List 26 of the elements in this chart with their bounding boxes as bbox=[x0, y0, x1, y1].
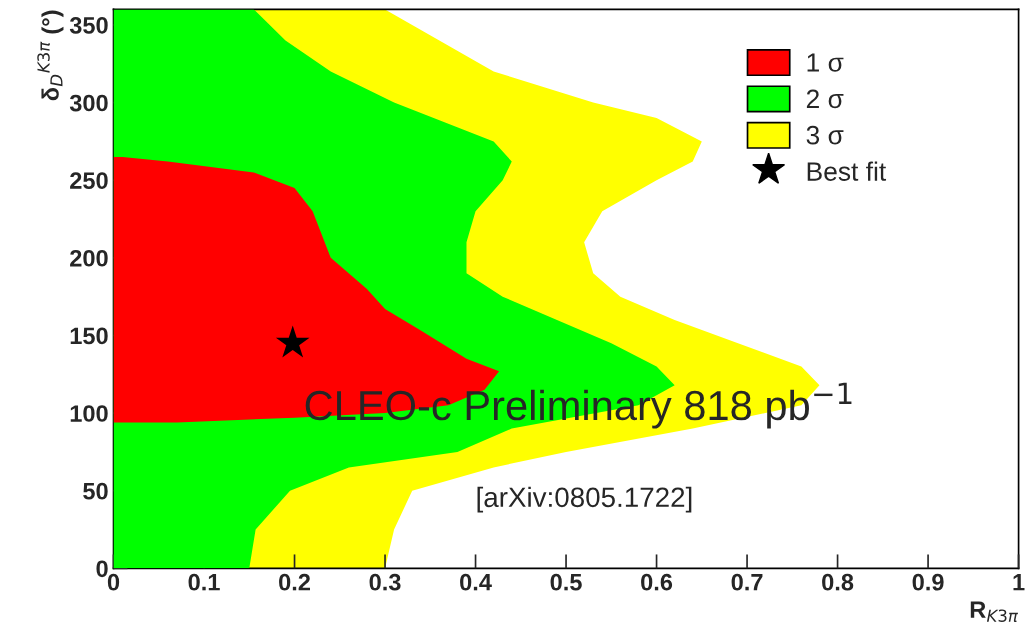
x-tick-label: 0.6 bbox=[641, 573, 673, 591]
y-tick-label: 100 bbox=[70, 405, 108, 422]
y-tick-label: 250 bbox=[70, 172, 108, 189]
annotation: [arXiv:0805.1722] bbox=[477, 486, 692, 513]
legend-label: 1 σ bbox=[807, 53, 844, 72]
legend-label: Best fit bbox=[807, 161, 887, 181]
x-tick-label: 0.9 bbox=[912, 573, 944, 591]
x-tick-label: 0.2 bbox=[279, 573, 310, 591]
x-tick-label: 0.8 bbox=[822, 573, 854, 591]
y-axis-title: δ$_{D}$$^{K3π}$ (°) bbox=[37, 10, 64, 101]
legend-label: 2 σ bbox=[806, 89, 844, 109]
x-tick-label: 0.5 bbox=[550, 573, 582, 591]
y-tick-label: 350 bbox=[69, 17, 108, 34]
x-tick-label: 0.1 bbox=[188, 573, 220, 591]
x-axis-title: R$_{K3π}$ bbox=[970, 601, 1019, 623]
legend-label: 3 σ bbox=[806, 125, 844, 145]
y-tick-label: 0 bbox=[96, 560, 108, 578]
y-tick-label: 300 bbox=[69, 94, 108, 112]
x-tick-label: 0 bbox=[107, 573, 120, 591]
x-tick-label: 1 bbox=[1013, 574, 1025, 591]
y-tick-label: 150 bbox=[70, 327, 108, 345]
x-tick-label: 0.4 bbox=[460, 573, 492, 591]
x-tick-label: 0.3 bbox=[369, 573, 401, 591]
y-tick-label: 200 bbox=[70, 249, 108, 267]
x-tick-label: 0.7 bbox=[731, 573, 763, 591]
y-tick-label: 50 bbox=[83, 482, 108, 500]
